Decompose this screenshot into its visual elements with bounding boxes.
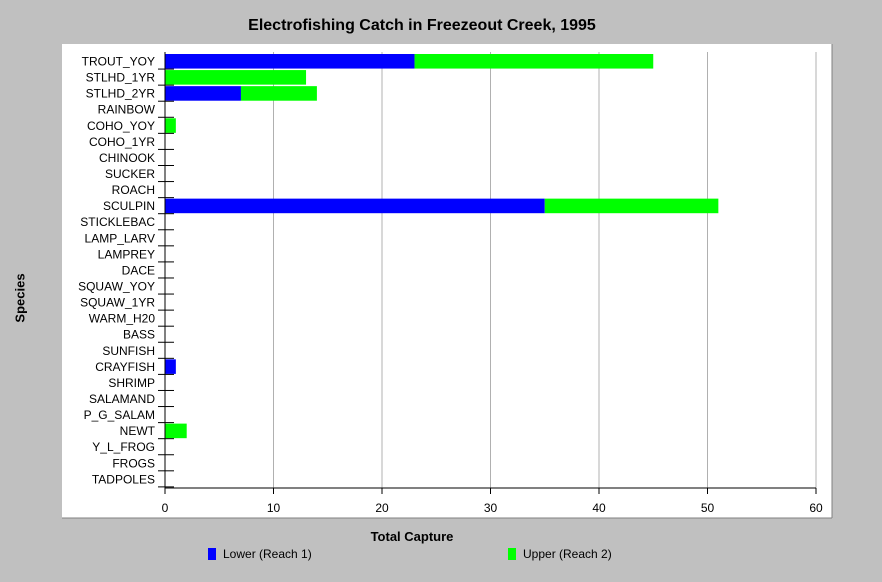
y-tick-label: SQUAW_1YR: [80, 296, 155, 310]
y-tick-label: Y_L_FROG: [92, 440, 155, 454]
y-tick-label: COHO_1YR: [89, 135, 155, 149]
x-tick-label: 30: [484, 501, 498, 515]
y-tick-label: STICKLEBAC: [80, 215, 155, 229]
y-tick-label: CRAYFISH: [95, 360, 155, 374]
bar-lower-sculpin: [165, 198, 545, 214]
y-tick-label: FROGS: [112, 456, 155, 470]
y-tick-label: SCULPIN: [103, 199, 155, 213]
legend-label-upper: Upper (Reach 2): [523, 547, 612, 561]
x-axis-label: Total Capture: [370, 529, 454, 544]
y-tick-label: COHO_YOY: [87, 119, 155, 133]
bar-upper-coho_yoy: [165, 118, 176, 133]
x-tick-label: 40: [592, 501, 606, 515]
x-tick-label: 50: [701, 501, 715, 515]
y-tick-label: RAINBOW: [98, 103, 156, 117]
bar-upper-sculpin: [544, 198, 719, 214]
bar-upper-stlhd_2yr: [240, 86, 317, 101]
legend-item-upper: Upper (Reach 2): [508, 547, 612, 561]
y-tick-label: SHRIMP: [108, 376, 155, 390]
y-tick-label: P_G_SALAM: [84, 408, 155, 422]
legend-label-lower: Lower (Reach 1): [223, 547, 312, 561]
y-tick-label: LAMP_LARV: [85, 231, 155, 245]
bar-upper-stlhd_1yr: [165, 70, 307, 85]
y-tick-label: WARM_H20: [89, 312, 156, 326]
bar-lower-stlhd_2yr: [165, 86, 241, 101]
bar-lower-trout_yoy: [165, 54, 415, 69]
legend-swatch-upper: [508, 548, 516, 560]
y-tick-label: LAMPREY: [98, 247, 155, 261]
y-tick-label: SQUAW_YOY: [78, 280, 155, 294]
y-tick-label: TADPOLES: [92, 472, 155, 486]
x-tick-label: 10: [267, 501, 281, 515]
bar-upper-newt: [165, 423, 187, 439]
y-tick-label: NEWT: [120, 424, 156, 438]
plot-panel: [62, 44, 832, 518]
y-tick-label: SUCKER: [105, 167, 155, 181]
bar-upper-trout_yoy: [414, 54, 654, 69]
y-tick-label: SALAMAND: [89, 392, 155, 406]
y-tick-label: DACE: [122, 263, 155, 277]
y-tick-label: TROUT_YOY: [82, 55, 155, 69]
bar-lower-crayfish: [165, 359, 176, 374]
y-tick-label: SUNFISH: [102, 344, 155, 358]
x-tick-label: 20: [375, 501, 389, 515]
y-tick-label: STLHD_1YR: [86, 71, 156, 85]
chart-title: Electrofishing Catch in Freezeout Creek,…: [248, 17, 596, 34]
y-tick-label: BASS: [123, 328, 155, 342]
legend-item-lower: Lower (Reach 1): [208, 547, 312, 561]
y-tick-label: ROACH: [112, 183, 155, 197]
y-tick-label: CHINOOK: [99, 151, 155, 165]
legend-swatch-lower: [208, 548, 216, 560]
x-tick-label: 60: [809, 501, 823, 515]
y-tick-label: STLHD_2YR: [86, 87, 156, 101]
x-tick-label: 0: [162, 501, 169, 515]
